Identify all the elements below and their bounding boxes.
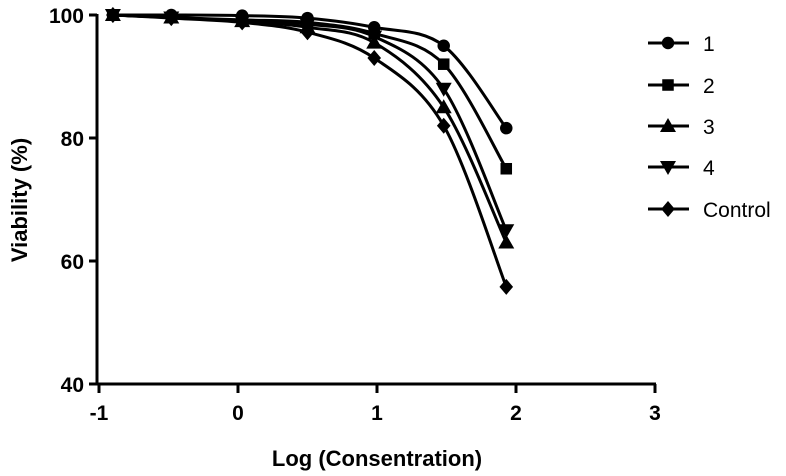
series-line [112, 13, 508, 288]
square-marker-icon [662, 79, 674, 91]
y-tick-100: 100 [49, 5, 84, 28]
circle-marker-icon [661, 36, 675, 50]
diamond-marker-icon [106, 7, 120, 23]
legend-label: 1 [703, 33, 715, 56]
legend: 1 2 3 4 Control [648, 33, 771, 222]
legend-label: 2 [703, 75, 715, 98]
legend-item-4: 4 [648, 157, 715, 180]
x-tick-3: 3 [649, 402, 661, 425]
y-axis: 100 80 60 40 Viability (%) [7, 5, 99, 397]
y-tick-80: 80 [61, 128, 84, 151]
triangledown-marker-icon [498, 224, 515, 239]
x-tick-0: 0 [232, 402, 244, 425]
triangleup-marker-icon [660, 118, 676, 132]
triangledown-marker-icon [435, 82, 452, 97]
legend-item-3: 3 [648, 116, 715, 139]
circle-marker-icon [500, 121, 513, 135]
y-tick-40: 40 [61, 374, 84, 397]
x-axis: -1 0 1 2 3 Log (Consentration) [90, 382, 661, 471]
diamond-marker-icon [300, 24, 315, 41]
diamond-marker-icon [661, 201, 675, 217]
series-control [106, 7, 514, 295]
square-marker-icon [500, 162, 513, 175]
series-layer [104, 7, 515, 295]
triangledown-marker-icon [366, 30, 383, 45]
legend-item-1: 1 [648, 33, 715, 56]
triangledown-marker-icon [660, 161, 676, 175]
circle-marker-icon [437, 39, 450, 52]
diamond-marker-icon [367, 50, 382, 67]
diamond-marker-icon [499, 278, 514, 295]
x-axis-title: Log (Consentration) [272, 446, 482, 471]
triangleup-marker-icon [435, 99, 452, 114]
series-3 [104, 7, 515, 249]
y-axis-title: Viability (%) [7, 138, 32, 262]
y-tick-60: 60 [61, 251, 84, 274]
x-tick-1: 1 [371, 402, 383, 425]
diamond-marker-icon [436, 117, 451, 134]
legend-label: Control [703, 199, 771, 222]
legend-item-control: Control [648, 199, 771, 222]
legend-item-2: 2 [648, 75, 715, 98]
diamond-marker-icon [235, 14, 249, 31]
triangleup-marker-icon [498, 234, 515, 249]
legend-label: 3 [703, 116, 715, 139]
square-marker-icon [437, 58, 450, 70]
x-tick-2: 2 [510, 402, 522, 425]
x-tick--1: -1 [90, 402, 109, 425]
legend-label: 4 [703, 157, 715, 180]
diamond-marker-icon [164, 10, 179, 27]
